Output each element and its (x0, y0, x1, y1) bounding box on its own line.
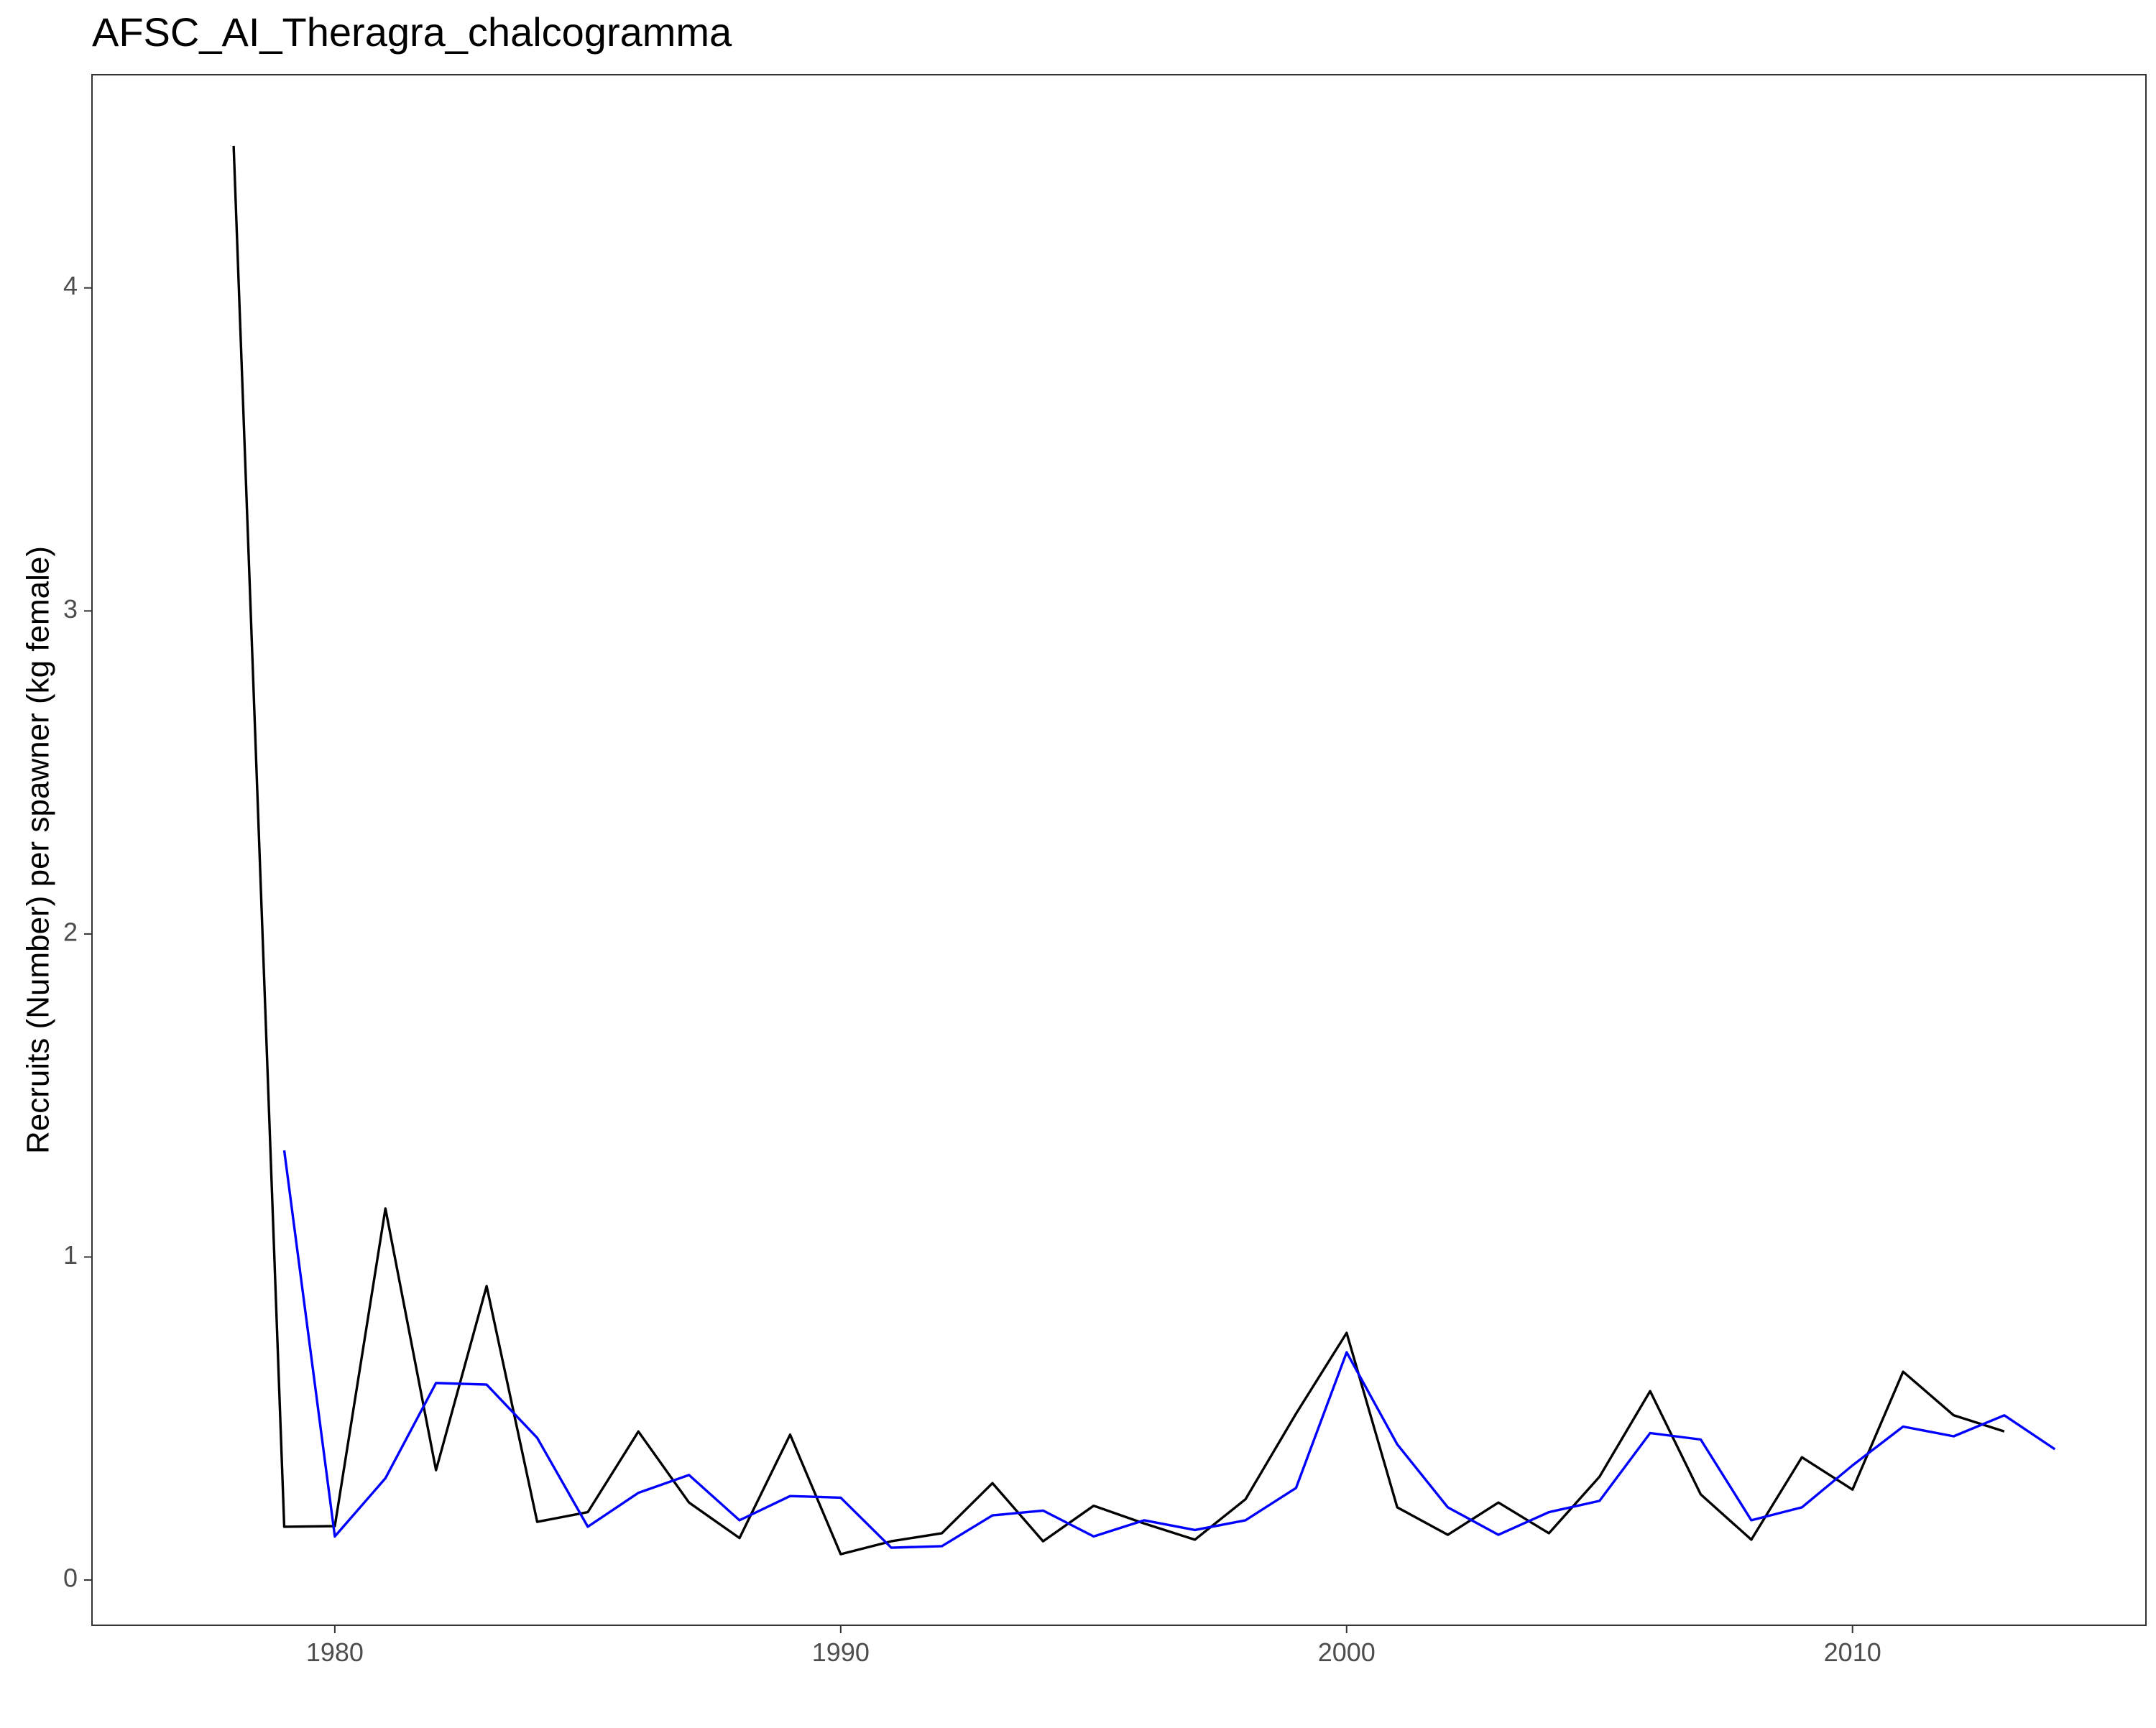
chart-title: AFSC_AI_Theragra_chalcogramma (92, 9, 732, 55)
series-line-1 (232, 145, 2005, 1556)
x-tick-label: 2010 (1824, 1637, 1881, 1667)
y-tick-label: 3 (63, 594, 78, 624)
series-line-2 (282, 1150, 2056, 1549)
y-tick-label: 1 (63, 1240, 78, 1270)
y-axis: 0 1 2 3 4 (63, 271, 92, 1593)
x-tick-label: 1980 (306, 1637, 364, 1667)
y-tick-label: 2 (63, 917, 78, 946)
y-axis-title: Recruits (Number) per spawner (kg female… (21, 546, 56, 1154)
y-axis-title-group: Recruits (Number) per spawner (kg female… (21, 546, 56, 1154)
x-axis: 1980 1990 2000 2010 (306, 1625, 1881, 1667)
x-tick-label: 2000 (1318, 1637, 1376, 1667)
plot-panel-border (91, 74, 2147, 1626)
y-tick-label: 0 (63, 1563, 78, 1593)
plot-series (232, 145, 2056, 1556)
x-tick-label: 1990 (812, 1637, 870, 1667)
y-tick-label: 4 (63, 271, 78, 300)
